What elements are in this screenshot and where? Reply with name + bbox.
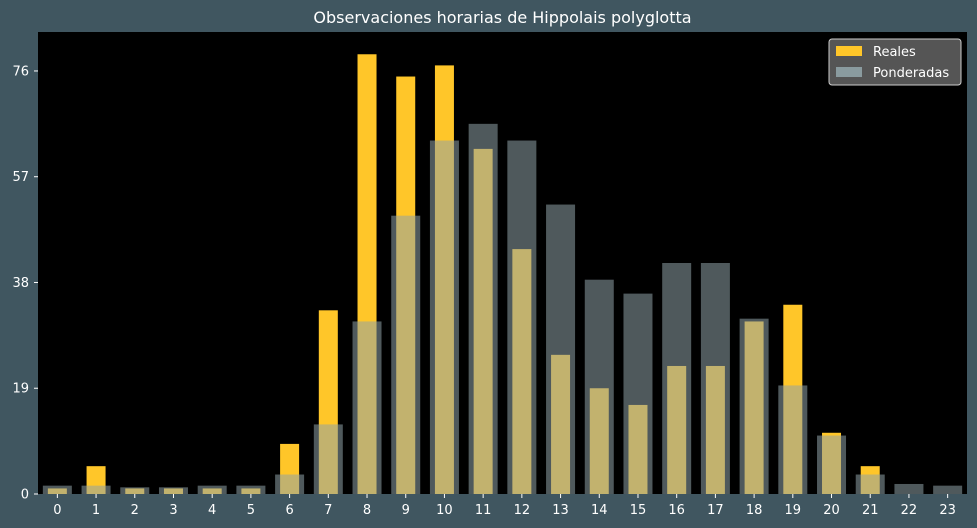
legend-swatch-reales	[836, 46, 862, 56]
series-ponderadas-bars	[42, 123, 963, 495]
bar-ponderadas-22	[894, 483, 924, 494]
bar-ponderadas-23	[933, 485, 963, 494]
y-tick-label: 57	[12, 170, 29, 185]
x-tick-label: 6	[285, 503, 293, 518]
x-tick-label: 11	[475, 503, 492, 518]
x-tick-label: 16	[668, 503, 685, 518]
x-tick-label: 9	[402, 503, 410, 518]
y-axis-ticks: 0 19 38 57 76	[12, 64, 38, 503]
bar-ponderadas-1	[81, 485, 111, 494]
x-tick-label: 17	[707, 503, 724, 518]
x-tick-label: 8	[363, 503, 371, 518]
bar-ponderadas-4	[197, 485, 227, 494]
x-tick-label: 19	[785, 503, 802, 518]
legend-swatch-ponderadas	[836, 67, 862, 77]
y-tick-label: 19	[12, 382, 29, 397]
legend: Reales Ponderadas	[828, 38, 962, 86]
bar-ponderadas-15	[623, 293, 653, 494]
y-tick-label: 38	[12, 276, 29, 291]
bar-ponderadas-3	[158, 487, 188, 494]
plot-area	[38, 32, 967, 494]
bar-ponderadas-18	[739, 318, 769, 494]
bar-ponderadas-14	[584, 279, 614, 494]
x-tick-label: 15	[630, 503, 647, 518]
bar-ponderadas-16	[662, 263, 692, 494]
x-axis-ticks: 0 1 2 3 4 5 6 7 8 9 10 11 12 13 14 15 16 17 18 19 20 21 22 23	[53, 494, 956, 518]
x-tick-label: 18	[746, 503, 763, 518]
bar-ponderadas-12	[507, 140, 537, 494]
legend-label-reales: Reales	[873, 45, 916, 60]
x-tick-label: 14	[591, 503, 608, 518]
bar-ponderadas-0	[42, 485, 72, 494]
x-tick-label: 2	[131, 503, 139, 518]
x-tick-label: 1	[92, 503, 100, 518]
x-tick-label: 22	[901, 503, 918, 518]
x-tick-label: 23	[939, 503, 956, 518]
bar-ponderadas-20	[817, 435, 847, 494]
bar-ponderadas-5	[236, 485, 266, 494]
x-tick-label: 12	[514, 503, 531, 518]
x-tick-label: 13	[552, 503, 569, 518]
y-tick-label: 0	[21, 488, 29, 503]
x-tick-label: 5	[247, 503, 255, 518]
x-tick-label: 20	[823, 503, 840, 518]
bar-ponderadas-6	[275, 474, 305, 494]
chart-title: Observaciones horarias de Hippolais poly…	[313, 8, 691, 27]
bar-ponderadas-19	[778, 385, 808, 494]
bar-ponderadas-13	[546, 204, 576, 495]
bar-ponderadas-10	[429, 140, 459, 494]
bar-ponderadas-2	[120, 487, 150, 494]
legend-label-ponderadas: Ponderadas	[873, 66, 949, 81]
x-tick-label: 3	[169, 503, 177, 518]
bar-ponderadas-9	[391, 215, 421, 494]
bar-ponderadas-11	[468, 123, 498, 494]
x-tick-label: 21	[862, 503, 879, 518]
x-tick-label: 4	[208, 503, 216, 518]
y-tick-label: 76	[12, 64, 29, 79]
x-tick-label: 0	[53, 503, 61, 518]
bar-ponderadas-8	[352, 321, 382, 494]
x-tick-label: 7	[324, 503, 332, 518]
bar-ponderadas-7	[313, 424, 343, 494]
bar-ponderadas-17	[700, 263, 730, 494]
x-tick-label: 10	[436, 503, 453, 518]
bar-ponderadas-21	[855, 474, 885, 494]
